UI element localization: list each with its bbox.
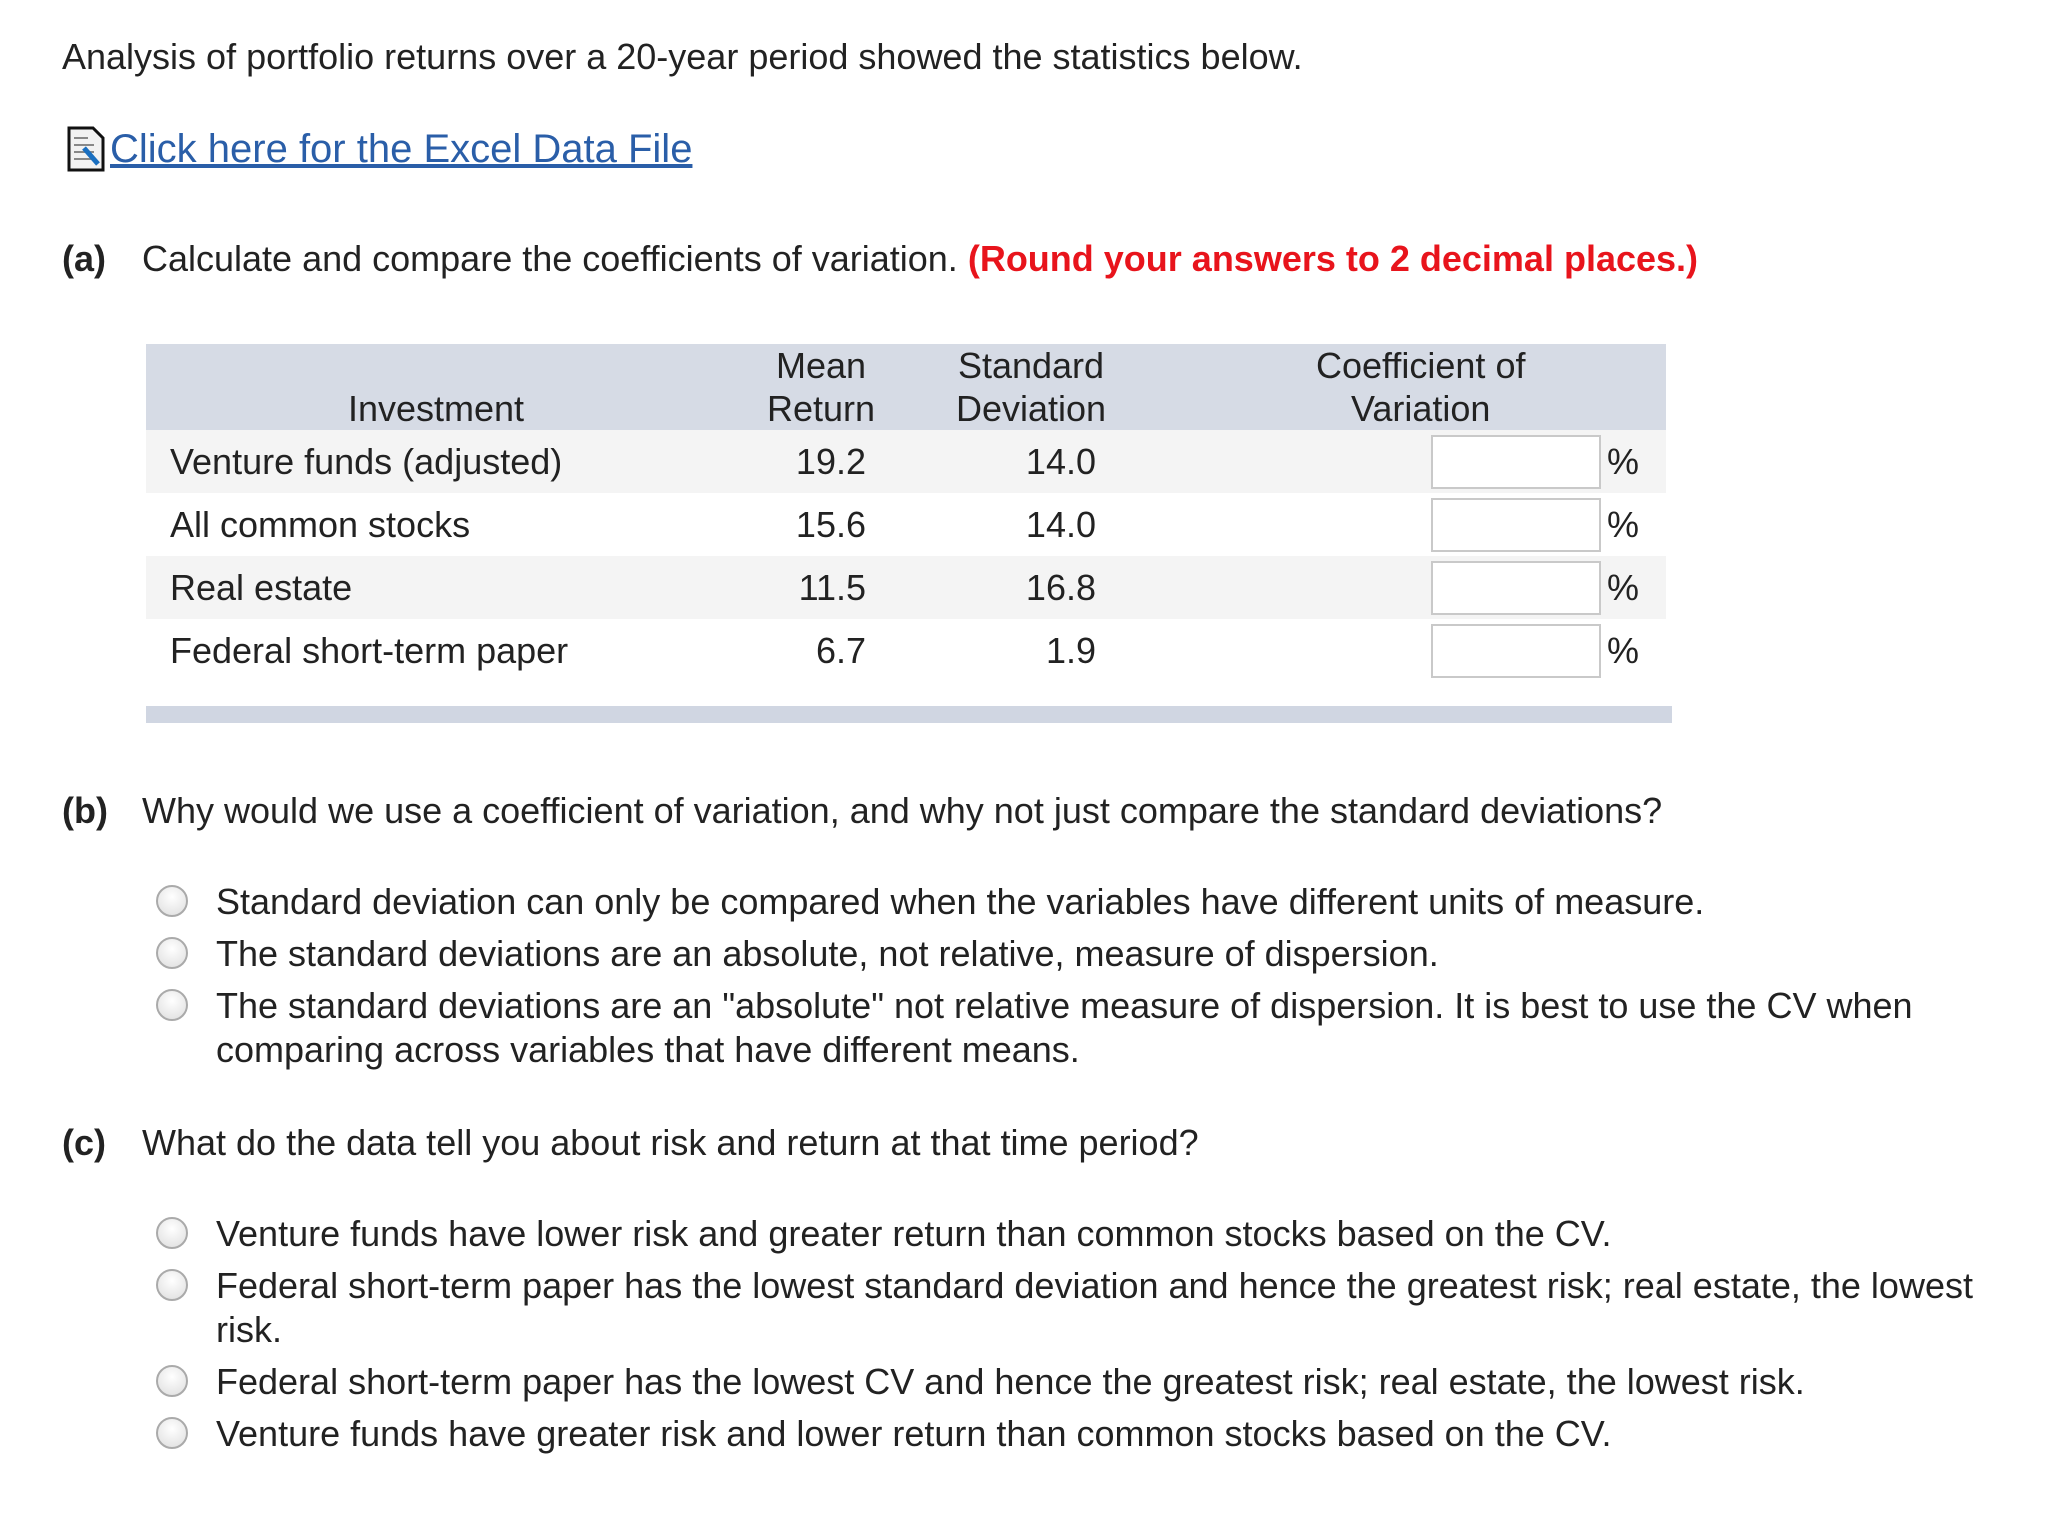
part-b-label: (b)	[62, 790, 108, 831]
radio-option[interactable]: The standard deviations are an "absolute…	[150, 984, 2006, 1072]
part-a-question: (a) Calculate and compare the coefficien…	[62, 238, 1698, 280]
radio-option[interactable]: Venture funds have lower risk and greate…	[150, 1212, 2006, 1256]
part-c-label: (c)	[62, 1122, 106, 1163]
table-header: Investment Mean Return Standard Deviation …	[146, 344, 1666, 430]
part-b-text: Why would we use a coefficient of variat…	[142, 790, 1663, 831]
investment-name: All common stocks	[170, 503, 471, 545]
intro-text: Analysis of portfolio returns over a 20-…	[62, 36, 1303, 77]
radio-button[interactable]	[156, 1269, 188, 1301]
table-row: All common stocks 15.6 14.0 %	[146, 493, 1666, 556]
table-footer-bar	[146, 706, 1672, 723]
std-dev: 14.0	[916, 430, 1146, 493]
excel-data-link-text[interactable]: Click here for the Excel Data File	[110, 126, 693, 171]
radio-button[interactable]	[156, 937, 188, 969]
header-investment: Investment	[146, 344, 726, 430]
cv-input[interactable]	[1431, 497, 1601, 552]
radio-button[interactable]	[156, 885, 188, 917]
mean-return: 15.6	[795, 503, 866, 545]
part-c-text: What do the data tell you about risk and…	[142, 1122, 1199, 1163]
mean-return: 19.2	[726, 430, 916, 493]
header-std-dev: Standard Deviation	[916, 344, 1146, 430]
mean-return: 6.7	[815, 629, 866, 671]
cv-input[interactable]	[1431, 560, 1601, 615]
std-dev: 16.8	[916, 556, 1146, 619]
percent-unit: %	[1607, 629, 1640, 671]
mean-return: 11.5	[726, 556, 916, 619]
percent-unit: %	[1601, 430, 1666, 493]
radio-button[interactable]	[156, 1365, 188, 1397]
cv-input[interactable]	[1431, 623, 1601, 678]
table-row: Real estate 11.5 16.8 %	[146, 556, 1666, 619]
std-dev: 14.0	[1025, 503, 1096, 545]
investment-name: Federal short-term paper	[170, 629, 569, 671]
investment-name: Real estate	[146, 556, 726, 619]
radio-button[interactable]	[156, 1217, 188, 1249]
spreadsheet-document-icon	[66, 126, 106, 172]
part-c-question: (c) What do the data tell you about risk…	[62, 1122, 1199, 1164]
std-dev: 1.9	[1045, 629, 1096, 671]
rounding-instruction: (Round your answers to 2 decimal places.…	[967, 238, 1699, 279]
table-row: Federal short-term paper 6.7 1.9 %	[146, 619, 1666, 682]
investment-name: Venture funds (adjusted)	[146, 430, 726, 493]
radio-option[interactable]: Venture funds have greater risk and lowe…	[150, 1412, 2006, 1456]
part-a-label: (a)	[62, 238, 106, 279]
radio-button[interactable]	[156, 1417, 188, 1449]
percent-unit: %	[1601, 556, 1666, 619]
part-b-options: Standard deviation can only be compared …	[150, 880, 2006, 1080]
radio-button[interactable]	[156, 989, 188, 1021]
radio-option[interactable]: The standard deviations are an absolute,…	[150, 932, 2006, 976]
percent-unit: %	[1607, 503, 1640, 545]
header-mean-return: Mean Return	[726, 344, 916, 430]
header-cv: Coefficient of Variation	[1146, 344, 1666, 430]
radio-option[interactable]: Standard deviation can only be compared …	[150, 880, 2006, 924]
part-a-text: Calculate and compare the coefficients o…	[142, 238, 958, 279]
radio-option[interactable]: Federal short-term paper has the lowest …	[150, 1360, 2006, 1404]
cv-table: Investment Mean Return Standard Deviation …	[146, 344, 1666, 682]
table-row: Venture funds (adjusted) 19.2 14.0 %	[146, 430, 1666, 493]
excel-data-link[interactable]: Click here for the Excel Data File	[66, 126, 692, 172]
part-c-options: Venture funds have lower risk and greate…	[150, 1212, 2006, 1464]
part-b-question: (b) Why would we use a coefficient of va…	[62, 790, 1662, 832]
cv-input[interactable]	[1431, 434, 1601, 489]
radio-option[interactable]: Federal short-term paper has the lowest …	[150, 1264, 2006, 1352]
